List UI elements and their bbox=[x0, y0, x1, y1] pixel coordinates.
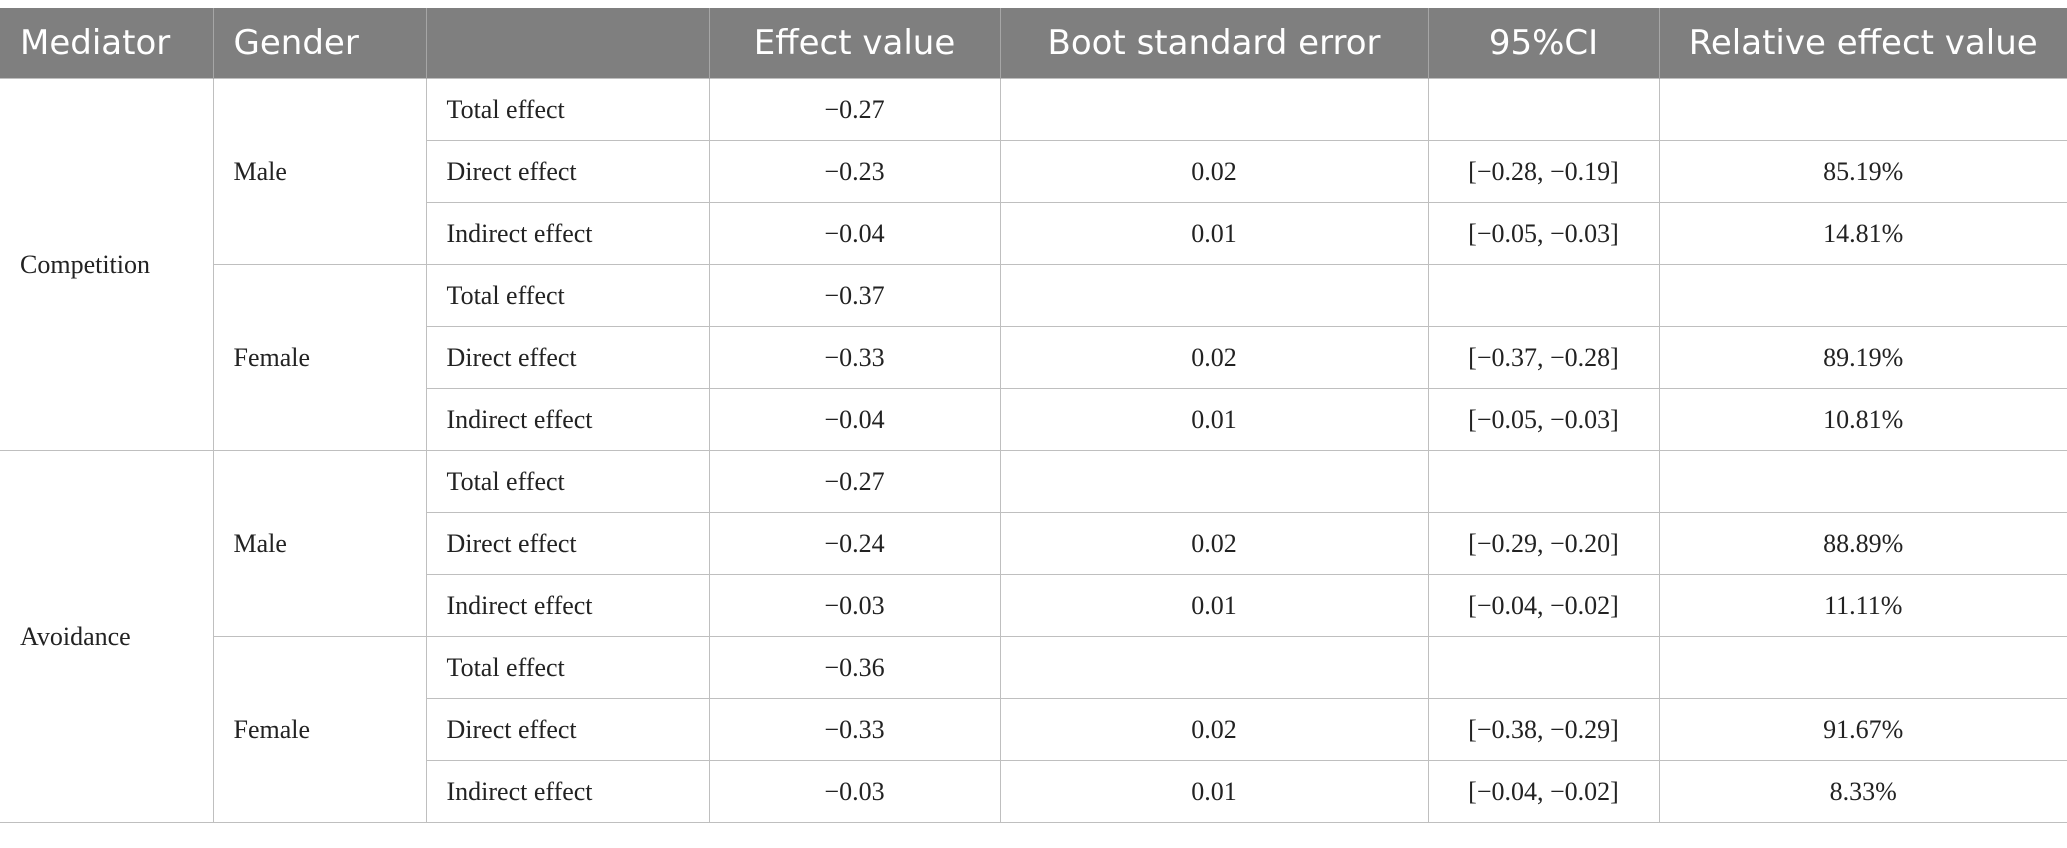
effect-value-cell: −0.37 bbox=[708, 264, 1001, 327]
header-row: Mediator Gender Effect value Boot standa… bbox=[0, 8, 2067, 79]
header-gender: Gender bbox=[212, 8, 426, 79]
relative-effect-cell bbox=[1658, 78, 2067, 141]
boot-se-cell bbox=[999, 450, 1429, 513]
effect-value-cell: −0.27 bbox=[708, 78, 1001, 141]
effect-value-cell: −0.23 bbox=[708, 140, 1001, 203]
effect-value-cell: −0.33 bbox=[708, 698, 1001, 761]
ci-cell: [−0.37, −0.28] bbox=[1427, 326, 1660, 389]
table-row: Direct effect −0.24 0.02 [−0.29, −0.20] … bbox=[0, 512, 2067, 575]
effect-type-cell: Direct effect bbox=[426, 326, 710, 389]
gender-cell: Male bbox=[212, 450, 427, 637]
ci-cell bbox=[1427, 636, 1660, 699]
header-effect-value: Effect value bbox=[708, 8, 1000, 79]
relative-effect-cell bbox=[1658, 264, 2067, 327]
ci-cell bbox=[1427, 78, 1660, 141]
effect-value-cell: −0.36 bbox=[708, 636, 1001, 699]
effect-value-cell: −0.03 bbox=[708, 760, 1001, 823]
relative-effect-cell: 89.19% bbox=[1658, 326, 2067, 389]
relative-effect-cell: 85.19% bbox=[1658, 140, 2067, 203]
effect-type-cell: Total effect bbox=[425, 78, 710, 141]
table-row: Direct effect −0.23 0.02 [−0.28, −0.19] … bbox=[0, 140, 2067, 203]
boot-se-cell: 0.01 bbox=[999, 574, 1429, 637]
boot-se-cell: 0.02 bbox=[999, 512, 1429, 575]
table-row: Avoidance Male Total effect −0.27 bbox=[0, 450, 2067, 823]
header-ci: 95%CI bbox=[1427, 8, 1659, 79]
ci-cell: [−0.05, −0.03] bbox=[1427, 388, 1660, 451]
boot-se-cell: 0.01 bbox=[999, 202, 1429, 265]
boot-se-cell bbox=[999, 636, 1429, 699]
boot-se-cell bbox=[999, 264, 1429, 327]
ci-cell: [−0.29, −0.20] bbox=[1427, 512, 1660, 575]
ci-cell: [−0.38, −0.29] bbox=[1427, 698, 1660, 761]
ci-cell: [−0.04, −0.02] bbox=[1427, 574, 1660, 637]
boot-se-cell bbox=[999, 78, 1429, 141]
ci-cell bbox=[1427, 450, 1660, 513]
ci-cell: [−0.05, −0.03] bbox=[1427, 202, 1660, 265]
effect-value-cell: −0.04 bbox=[708, 202, 1001, 265]
relative-effect-cell: 8.33% bbox=[1658, 760, 2067, 823]
table-row: Indirect effect −0.04 0.01 [−0.05, −0.03… bbox=[0, 202, 2067, 265]
effect-type-cell: Indirect effect bbox=[426, 574, 710, 637]
relative-effect-cell: 11.11% bbox=[1658, 574, 2067, 637]
effect-type-cell: Direct effect bbox=[426, 512, 710, 575]
header-relative-effect: Relative effect value bbox=[1658, 8, 2067, 79]
effect-value-cell: −0.24 bbox=[708, 512, 1001, 575]
effect-value-cell: −0.04 bbox=[708, 388, 1001, 451]
effect-type-cell: Total effect bbox=[425, 636, 710, 699]
header-boot-se: Boot standard error bbox=[999, 8, 1428, 79]
relative-effect-cell bbox=[1658, 450, 2067, 513]
boot-se-cell: 0.01 bbox=[999, 760, 1429, 823]
effect-type-cell: Total effect bbox=[425, 450, 710, 513]
boot-se-cell: 0.02 bbox=[999, 326, 1429, 389]
table-row: Direct effect −0.33 0.02 [−0.38, −0.29] … bbox=[0, 698, 2067, 761]
gender-cell: Male bbox=[212, 78, 427, 265]
effect-type-cell: Direct effect bbox=[426, 698, 710, 761]
gender-cell: Female bbox=[213, 636, 427, 823]
relative-effect-cell: 88.89% bbox=[1658, 512, 2067, 575]
mediator-cell: Avoidance bbox=[0, 450, 214, 823]
gender-cell: Female bbox=[213, 264, 427, 451]
effect-type-cell: Indirect effect bbox=[426, 202, 710, 265]
relative-effect-cell: 14.81% bbox=[1658, 202, 2067, 265]
ci-cell bbox=[1427, 264, 1660, 327]
boot-se-cell: 0.02 bbox=[999, 698, 1429, 761]
effect-type-cell: Indirect effect bbox=[426, 388, 710, 451]
ci-cell: [−0.04, −0.02] bbox=[1427, 760, 1660, 823]
table-row: Competition Male Total effect −0.27 bbox=[0, 78, 2067, 451]
header-effect-type bbox=[425, 8, 709, 79]
effect-value-cell: −0.33 bbox=[708, 326, 1001, 389]
mediation-effects-table: Mediator Gender Effect value Boot standa… bbox=[0, 8, 2067, 823]
effect-value-cell: −0.27 bbox=[708, 450, 1001, 513]
table-row: Indirect effect −0.03 0.01 [−0.04, −0.02… bbox=[0, 760, 2067, 823]
header-mediator: Mediator bbox=[0, 8, 213, 79]
table-row: Female Total effect −0.37 bbox=[0, 264, 2067, 451]
effect-type-cell: Total effect bbox=[425, 264, 710, 327]
table-row: Direct effect −0.33 0.02 [−0.37, −0.28] … bbox=[0, 326, 2067, 389]
effect-type-cell: Indirect effect bbox=[426, 760, 710, 823]
relative-effect-cell bbox=[1658, 636, 2067, 699]
table-row: Female Total effect −0.36 bbox=[0, 636, 2067, 823]
relative-effect-cell: 91.67% bbox=[1658, 698, 2067, 761]
boot-se-cell: 0.01 bbox=[999, 388, 1429, 451]
ci-cell: [−0.28, −0.19] bbox=[1427, 140, 1660, 203]
relative-effect-cell: 10.81% bbox=[1658, 388, 2067, 451]
effect-value-cell: −0.03 bbox=[708, 574, 1001, 637]
effect-type-cell: Direct effect bbox=[426, 140, 710, 203]
table-row: Indirect effect −0.03 0.01 [−0.04, −0.02… bbox=[0, 574, 2067, 637]
boot-se-cell: 0.02 bbox=[999, 140, 1429, 203]
mediator-cell: Competition bbox=[0, 78, 214, 451]
